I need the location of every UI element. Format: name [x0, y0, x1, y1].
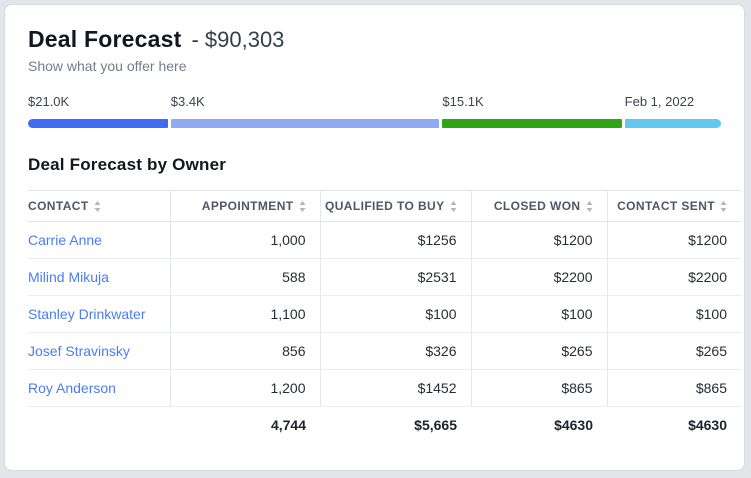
contact-sent-value: $865: [606, 369, 741, 407]
table-row: Stanley Drinkwater 1,100 $100 $100 $100: [28, 295, 741, 333]
appointment-value: 1,100: [169, 295, 320, 333]
closed-won-value: $1200: [470, 221, 607, 259]
closed-won-value: $2200: [470, 258, 607, 296]
page-title: Deal Forecast: [28, 26, 182, 52]
totals-row: 4,744 $5,665 $4630 $4630: [28, 407, 741, 444]
qualified-total: $5,665: [414, 417, 457, 434]
column-header-appointment[interactable]: APPOINTMENT: [169, 190, 320, 222]
funnel-segment-1: [28, 119, 168, 128]
contact-sent-value: $1200: [606, 221, 741, 259]
contact-link[interactable]: Stanley Drinkwater: [28, 306, 146, 322]
funnel-segment-4: [624, 119, 721, 128]
funnel-label-2: $3.4K: [170, 94, 205, 109]
qualified-value: $2531: [319, 258, 471, 296]
page-subtitle: Show what you offer here: [28, 58, 187, 74]
closed-won-value: $265: [470, 332, 607, 370]
contact-link[interactable]: Milind Mikuja: [28, 269, 109, 285]
forecast-table: CONTACT APPOINTMENT QUALIFIED TO BUY: [28, 190, 741, 444]
sort-icon: [299, 200, 306, 212]
sort-icon: [586, 200, 593, 212]
qualified-value: $1452: [319, 369, 471, 407]
deal-forecast-card: Deal Forecast - $90,303 Show what you of…: [4, 4, 745, 471]
column-header-label: APPOINTMENT: [201, 199, 294, 213]
funnel-label-3: $15.1K: [442, 94, 484, 109]
table-row: Carrie Anne 1,000 $1256 $1200 $1200: [28, 221, 741, 259]
contact-link[interactable]: Roy Anderson: [28, 380, 116, 396]
sort-icon: [450, 200, 457, 212]
funnel-progress: $21.0K $3.4K $15.1K Feb 1, 2022: [5, 74, 744, 128]
column-header-label: CONTACT: [28, 199, 89, 213]
appointment-value: 1,000: [169, 221, 320, 259]
qualified-value: $326: [319, 332, 471, 370]
funnel-bar: [28, 119, 721, 128]
closed-won-value: $865: [470, 369, 607, 407]
column-header-label: CLOSED WON: [493, 199, 581, 213]
sort-icon: [94, 200, 101, 212]
contact-sent-total: $4630: [688, 417, 727, 434]
contact-link[interactable]: Josef Stravinsky: [28, 343, 130, 359]
appointment-value: 1,200: [169, 369, 320, 407]
contact-link[interactable]: Carrie Anne: [28, 232, 102, 248]
sort-icon: [720, 200, 727, 212]
table-row: Roy Anderson 1,200 $1452 $865 $865: [28, 369, 741, 407]
section-title: Deal Forecast by Owner: [28, 155, 227, 174]
appointment-total: 4,744: [270, 417, 306, 434]
closed-won-value: $100: [470, 295, 607, 333]
table-row: Milind Mikuja 588 $2531 $2200 $2200: [28, 258, 741, 296]
column-header-contact-sent[interactable]: CONTACT SENT: [606, 190, 741, 222]
column-header-label: QUALIFIED TO BUY: [324, 199, 445, 213]
contact-sent-value: $100: [606, 295, 741, 333]
funnel-labels: $21.0K $3.4K $15.1K Feb 1, 2022: [28, 94, 721, 111]
column-header-qualified-to-buy[interactable]: QUALIFIED TO BUY: [319, 190, 471, 222]
title-row: Deal Forecast - $90,303: [28, 26, 721, 53]
column-header-closed-won[interactable]: CLOSED WON: [470, 190, 607, 222]
forecast-table-wrap: CONTACT APPOINTMENT QUALIFIED TO BUY: [5, 175, 744, 444]
funnel-label-4: Feb 1, 2022: [624, 94, 695, 109]
column-header-contact[interactable]: CONTACT: [28, 190, 170, 222]
column-header-label: CONTACT SENT: [617, 199, 715, 213]
page-title-amount: - $90,303: [191, 27, 285, 52]
closed-won-total: $4630: [554, 417, 593, 434]
card-header: Deal Forecast - $90,303 Show what you of…: [5, 5, 744, 74]
qualified-value: $100: [319, 295, 471, 333]
table-row: Josef Stravinsky 856 $326 $265 $265: [28, 332, 741, 370]
funnel-segment-2: [170, 119, 440, 128]
qualified-value: $1256: [319, 221, 471, 259]
appointment-value: 588: [169, 258, 320, 296]
appointment-value: 856: [169, 332, 320, 370]
funnel-label-1: $21.0K: [28, 94, 70, 109]
totals-empty-cell: [28, 407, 170, 444]
contact-sent-value: $265: [606, 332, 741, 370]
funnel-segment-3: [442, 119, 622, 128]
table-header-row: CONTACT APPOINTMENT QUALIFIED TO BUY: [28, 190, 741, 222]
contact-sent-value: $2200: [606, 258, 741, 296]
